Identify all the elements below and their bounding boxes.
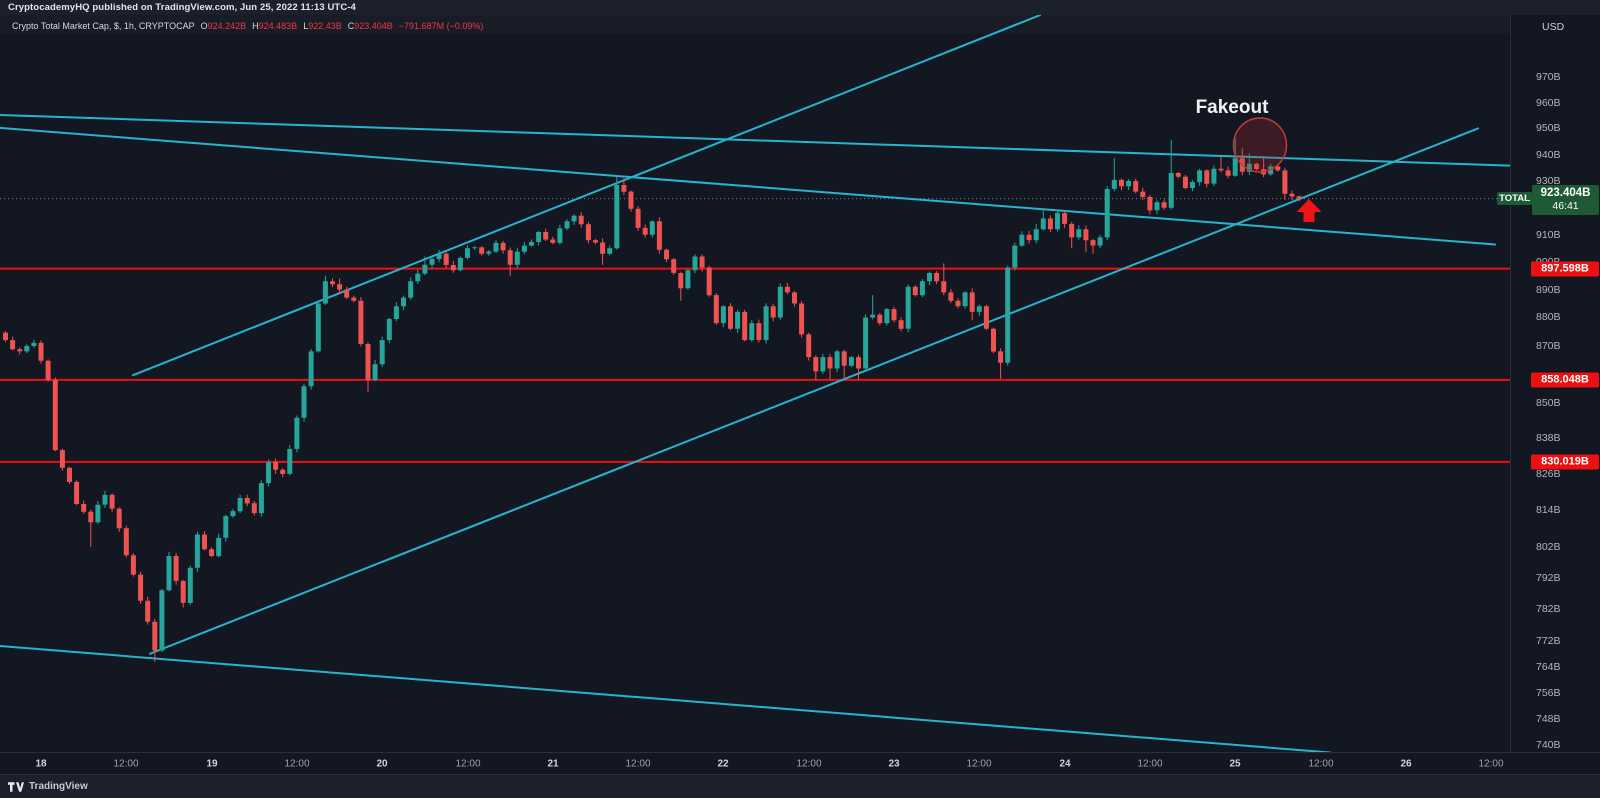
time-label-20-382: 20 bbox=[376, 758, 388, 769]
time-label-1200-979: 12:00 bbox=[966, 758, 992, 769]
price-tick-740B: 740B bbox=[1536, 739, 1561, 752]
fakeout-text-annotation[interactable]: Fakeout bbox=[1196, 97, 1270, 118]
price-tick-756B: 756B bbox=[1536, 686, 1561, 699]
price-tick-950B: 950B bbox=[1536, 122, 1561, 135]
price-tick-748B: 748B bbox=[1536, 712, 1561, 725]
candle-wicks-up bbox=[26, 138, 1272, 653]
price-tick-870B: 870B bbox=[1536, 339, 1561, 352]
price-tick-802B: 802B bbox=[1536, 540, 1561, 553]
time-label-18-41: 18 bbox=[35, 758, 47, 769]
legend-close: C923.404B bbox=[347, 20, 393, 31]
price-tick-970B: 970B bbox=[1536, 70, 1561, 83]
price-tick-940B: 940B bbox=[1536, 148, 1561, 161]
time-label-1200-468: 12:00 bbox=[455, 758, 481, 769]
time-label-21-553: 21 bbox=[547, 758, 559, 769]
fakeout-circle-annotation[interactable] bbox=[1232, 117, 1288, 173]
time-label-1200-1321: 12:00 bbox=[1308, 758, 1334, 769]
price-tick-850B: 850B bbox=[1536, 397, 1561, 410]
time-label-1200-1491: 12:00 bbox=[1478, 758, 1504, 769]
level-price-label-1: 858.048B bbox=[1531, 372, 1599, 388]
publish-text: CryptocademyHQ published on TradingView.… bbox=[8, 2, 356, 13]
level-price-label-2: 830.019B bbox=[1531, 454, 1599, 470]
time-label-23-894: 23 bbox=[888, 758, 900, 769]
legend-change: −791.687M (−0.09%) bbox=[398, 20, 484, 31]
trendline-rising-channel-left[interactable] bbox=[132, 15, 1041, 377]
price-tick-960B: 960B bbox=[1536, 96, 1561, 109]
price-tick-814B: 814B bbox=[1536, 504, 1561, 517]
time-label-22-723: 22 bbox=[717, 758, 729, 769]
up-arrow-annotation[interactable] bbox=[1296, 199, 1322, 222]
trendline-rising-channel-support[interactable] bbox=[149, 127, 1479, 655]
price-axis-unit: USD bbox=[1542, 21, 1565, 33]
time-label-1200-297: 12:00 bbox=[284, 758, 310, 769]
symbol-title[interactable]: Crypto Total Market Cap, $, 1h, CRYPTOCA… bbox=[12, 20, 195, 31]
time-label-26-1406: 26 bbox=[1400, 758, 1412, 769]
publish-bar: CryptocademyHQ published on TradingView.… bbox=[0, 0, 1600, 15]
time-label-19-212: 19 bbox=[206, 758, 218, 769]
time-label-1200-126: 12:00 bbox=[113, 758, 139, 769]
symbol-legend[interactable]: Crypto Total Market Cap, $, 1h, CRYPTOCA… bbox=[12, 19, 483, 32]
time-label-1200-1150: 12:00 bbox=[1137, 758, 1163, 769]
legend-high: H924.483B bbox=[252, 20, 298, 31]
price-chart-pane[interactable]: Fakeout bbox=[0, 15, 1510, 752]
price-tick-910B: 910B bbox=[1536, 228, 1561, 241]
tradingview-brand[interactable]: TradingView bbox=[29, 781, 88, 792]
time-label-1200-809: 12:00 bbox=[796, 758, 822, 769]
bar-countdown: 46:41 bbox=[1552, 200, 1579, 213]
price-axis[interactable]: USD 970B960B950B940B930B910B900B890B880B… bbox=[1510, 15, 1600, 752]
price-tick-838B: 838B bbox=[1536, 432, 1561, 445]
legend-open: O924.242B bbox=[200, 20, 247, 31]
time-label-24-1065: 24 bbox=[1059, 758, 1071, 769]
price-tick-880B: 880B bbox=[1536, 311, 1561, 324]
trendline-falling-resistance-lower[interactable] bbox=[0, 126, 1496, 246]
price-tick-764B: 764B bbox=[1536, 660, 1561, 673]
symbol-tag-total: TOTAL bbox=[1497, 192, 1532, 206]
time-label-1200-638: 12:00 bbox=[625, 758, 651, 769]
price-tick-930B: 930B bbox=[1536, 175, 1561, 187]
last-price-badge: 923.404B 46:41 bbox=[1532, 185, 1599, 216]
time-label-25-1235: 25 bbox=[1229, 758, 1241, 769]
footer-bar: TradingView bbox=[0, 774, 1600, 798]
trendline-falling-resistance-upper[interactable] bbox=[0, 113, 1510, 167]
legend-low: L922.43B bbox=[303, 20, 342, 31]
time-axis[interactable]: 18 12:00 19 12:00 20 12:00 21 12:00 22 12:00 23 12:… bbox=[0, 752, 1600, 774]
level-price-label-0: 897.598B bbox=[1531, 261, 1599, 277]
tradingview-logo-icon[interactable] bbox=[8, 781, 24, 793]
price-tick-782B: 782B bbox=[1536, 603, 1561, 616]
price-tick-890B: 890B bbox=[1536, 283, 1561, 296]
price-tick-772B: 772B bbox=[1536, 634, 1561, 647]
price-tick-826B: 826B bbox=[1536, 467, 1561, 480]
price-tick-792B: 792B bbox=[1536, 571, 1561, 584]
last-price-value: 923.404B bbox=[1540, 187, 1591, 200]
trendline-falling-support-lower[interactable] bbox=[0, 645, 1331, 752]
